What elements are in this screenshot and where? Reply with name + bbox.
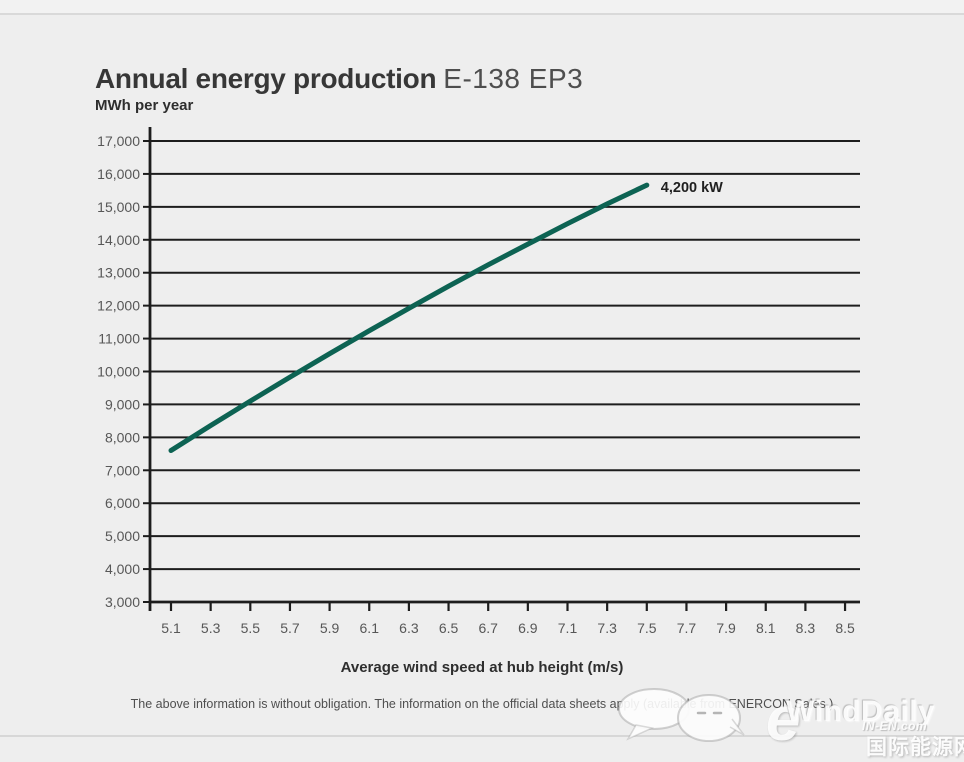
curve-annotation: 4,200 kW — [661, 180, 723, 196]
watermark-brand: WindDaily — [786, 695, 936, 728]
footer-divider — [0, 735, 964, 737]
y-tick-label: 16,000 — [97, 166, 140, 182]
page-title: Annual energy production E-138 EP3 — [95, 63, 583, 95]
y-tick-label: 17,000 — [97, 133, 140, 149]
y-tick-label: 14,000 — [97, 232, 140, 248]
x-tick-label: 5.9 — [320, 620, 340, 636]
y-tick-label: 13,000 — [97, 265, 140, 281]
x-tick-label: 6.5 — [439, 620, 459, 636]
x-tick-label: 6.3 — [399, 620, 419, 636]
x-tick-label: 8.3 — [796, 620, 816, 636]
y-tick-label: 9,000 — [105, 396, 140, 412]
x-tick-label: 5.5 — [241, 620, 261, 636]
x-tick-label: 7.5 — [637, 620, 657, 636]
y-tick-label: 5,000 — [105, 528, 140, 544]
y-tick-label: 8,000 — [105, 429, 140, 445]
watermark-site: IN-EN.com — [862, 719, 928, 733]
title-model: E-138 EP3 — [443, 62, 584, 94]
x-tick-label: 8.1 — [756, 620, 776, 636]
x-tick-label: 8.5 — [835, 620, 855, 636]
x-tick-label: 6.9 — [518, 620, 538, 636]
x-tick-label: 7.7 — [677, 620, 697, 636]
y-tick-label: 10,000 — [97, 364, 140, 380]
x-tick-label: 7.3 — [597, 620, 617, 636]
y-tick-label: 4,000 — [105, 561, 140, 577]
x-axis-title: Average wind speed at hub height (m/s) — [340, 659, 624, 676]
title-main: Annual energy production — [95, 62, 437, 94]
x-tick-label: 5.1 — [161, 620, 181, 636]
x-tick-label: 5.7 — [280, 620, 300, 636]
x-tick-label: 6.1 — [360, 620, 380, 636]
watermark: e WindDaily IN-EN.com 国际能源网 — [600, 683, 964, 762]
y-tick-label: 12,000 — [97, 298, 140, 314]
energy-curve — [168, 182, 650, 453]
y-axis-title: MWh per year — [95, 97, 194, 114]
top-divider — [0, 0, 964, 15]
x-tick-label: 7.1 — [558, 620, 578, 636]
x-tick-label: 7.9 — [716, 620, 736, 636]
y-tick-label: 7,000 — [105, 462, 140, 478]
y-tick-label: 15,000 — [97, 199, 140, 215]
x-tick-label: 6.7 — [478, 620, 498, 636]
chat-bubbles-icon — [618, 688, 745, 742]
in-en-logo-icon: e — [766, 685, 801, 754]
y-tick-label: 11,000 — [98, 331, 140, 347]
watermark-site-cn: 国际能源网 — [866, 736, 964, 759]
y-tick-label: 6,000 — [105, 495, 140, 511]
x-tick-label: 5.3 — [201, 620, 221, 636]
y-tick-label: 3,000 — [105, 594, 140, 610]
